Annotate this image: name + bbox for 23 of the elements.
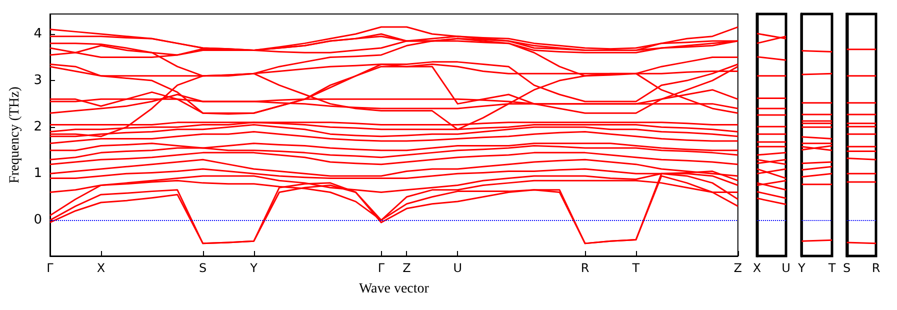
y-tick-label: 4 xyxy=(34,26,42,42)
y-tick-label: 1 xyxy=(34,166,42,182)
x-tick-label: X xyxy=(752,261,762,275)
x-tick-label: Y xyxy=(796,261,806,275)
x-tick-label: T xyxy=(631,261,640,275)
x-tick-label: R xyxy=(580,261,590,275)
y-tick-label: 0 xyxy=(34,212,42,228)
x-tick-label: U xyxy=(782,261,790,275)
x-axis-title: Wave vector xyxy=(358,282,430,296)
x-tick-label: Γ xyxy=(378,261,385,275)
x-tick-label: T xyxy=(827,261,836,275)
x-tick-label: X xyxy=(96,261,106,275)
x-tick-label: S xyxy=(199,261,207,275)
y-tick-label: 2 xyxy=(34,120,42,135)
x-tick-label: Z xyxy=(734,261,742,275)
x-tick-label: Y xyxy=(249,261,258,275)
x-tick-label: U xyxy=(453,261,462,275)
x-tick-label: R xyxy=(872,261,880,275)
x-tick-label: Γ xyxy=(46,261,54,275)
x-tick-label: Z xyxy=(402,261,411,275)
x-tick-label: S xyxy=(842,261,851,275)
y-axis-title: Frequency (THz) xyxy=(8,86,22,184)
y-tick-label: 3 xyxy=(34,73,42,88)
